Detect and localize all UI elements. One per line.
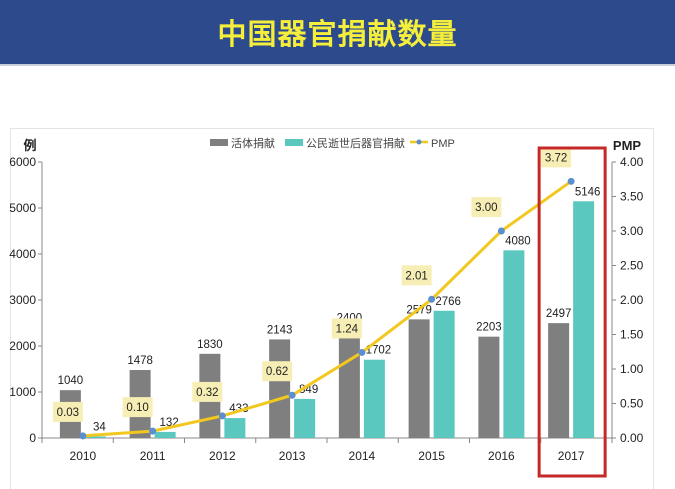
pmp-label-box <box>471 197 502 217</box>
right-tick-label: 3.00 <box>620 224 644 238</box>
bar-living-donation <box>548 323 570 438</box>
bar-label-deceased: 5146 <box>575 186 601 198</box>
bar-living-donation <box>478 336 500 438</box>
legend-label: 公民逝世后器官捐献 <box>306 136 405 150</box>
bar-label-living: 1040 <box>58 375 84 387</box>
bar-deceased-donation <box>294 398 316 438</box>
pmp-label: 0.62 <box>266 366 288 378</box>
left-tick-label: 3000 <box>9 293 36 307</box>
bar-living-donation <box>338 327 360 438</box>
pmp-label-box <box>541 147 572 168</box>
pmp-label: 3.00 <box>475 202 497 214</box>
pmp-marker <box>358 348 366 356</box>
bar-label-deceased: 34 <box>93 421 106 433</box>
pmp-label: 3.72 <box>545 152 567 164</box>
right-tick-label: 2.50 <box>620 259 644 273</box>
legend-swatch <box>210 139 228 146</box>
legend-swatch <box>285 139 303 146</box>
bar-deceased-donation <box>503 250 525 438</box>
right-tick-label: 0.50 <box>620 397 644 411</box>
pmp-marker <box>497 227 505 235</box>
legend-label: 活体捐献 <box>231 136 275 150</box>
header-banner: 中国器官捐献数量 <box>0 0 675 66</box>
pmp-label: 1.24 <box>336 323 359 335</box>
bar-deceased-donation <box>433 310 455 438</box>
left-tick-label: 1000 <box>9 385 36 399</box>
x-tick-label: 2010 <box>70 449 97 463</box>
legend-marker <box>416 139 422 145</box>
x-tick-label: 2016 <box>488 449 515 463</box>
left-tick-label: 5000 <box>9 201 36 215</box>
pmp-marker <box>79 432 87 440</box>
x-tick-label: 2015 <box>418 449 445 463</box>
left-tick-label: 4000 <box>9 247 36 261</box>
pmp-label-box <box>262 361 293 382</box>
pmp-label-box <box>192 381 223 402</box>
bar-living-donation <box>408 319 430 438</box>
pmp-label-box <box>401 265 432 286</box>
legend-label: PMP <box>431 138 455 150</box>
left-tick-label: 0 <box>29 431 36 445</box>
right-tick-label: 3.50 <box>620 190 644 204</box>
left-axis-title: 例 <box>23 138 36 153</box>
pmp-marker <box>288 391 296 399</box>
pmp-label-box <box>52 401 83 422</box>
bar-label-living: 2203 <box>476 322 502 334</box>
pmp-marker <box>149 427 157 435</box>
x-tick-label: 2017 <box>558 449 585 463</box>
highlight-box-2017 <box>537 146 607 478</box>
bar-label-deceased: 1702 <box>366 345 392 357</box>
x-tick-label: 2012 <box>209 449 236 463</box>
bar-label-deceased: 4080 <box>505 235 531 247</box>
right-tick-label: 1.00 <box>620 362 644 376</box>
pmp-marker <box>567 177 575 185</box>
pmp-marker <box>218 412 226 420</box>
bar-label-living: 1830 <box>197 339 223 351</box>
right-tick-label: 1.50 <box>620 328 644 342</box>
pmp-line <box>82 180 572 438</box>
bar-label-living: 2143 <box>267 324 293 336</box>
bar-living-donation <box>269 339 291 438</box>
left-tick-label: 6000 <box>9 155 36 169</box>
bar-label-living: 1478 <box>127 355 153 367</box>
bar-deceased-donation <box>84 436 106 438</box>
x-tick-label: 2014 <box>349 449 376 463</box>
pmp-label-box <box>122 397 153 418</box>
left-tick-label: 2000 <box>9 339 36 353</box>
bar-deceased-donation <box>224 418 246 438</box>
right-tick-label: 4.00 <box>620 155 644 169</box>
bar-label-deceased: 2766 <box>435 296 461 308</box>
pmp-label-box <box>331 318 362 339</box>
bar-deceased-donation <box>363 359 385 438</box>
chart-frame <box>10 128 654 489</box>
x-tick-label: 2011 <box>140 449 166 463</box>
page-title: 中国器官捐献数量 <box>217 17 458 51</box>
pmp-label: 2.01 <box>405 270 427 282</box>
pmp-label: 0.10 <box>126 402 148 414</box>
pmp-label: 0.03 <box>57 407 79 419</box>
right-axis-title: PMP <box>613 138 642 153</box>
bar-deceased-donation <box>573 201 595 438</box>
pmp-label: 0.32 <box>196 387 218 399</box>
pmp-marker <box>428 295 436 303</box>
bar-label-living: 2497 <box>546 308 572 320</box>
right-tick-label: 0.00 <box>620 431 644 445</box>
x-tick-label: 2013 <box>279 449 306 463</box>
right-tick-label: 2.00 <box>620 293 644 307</box>
bar-deceased-donation <box>154 431 176 438</box>
